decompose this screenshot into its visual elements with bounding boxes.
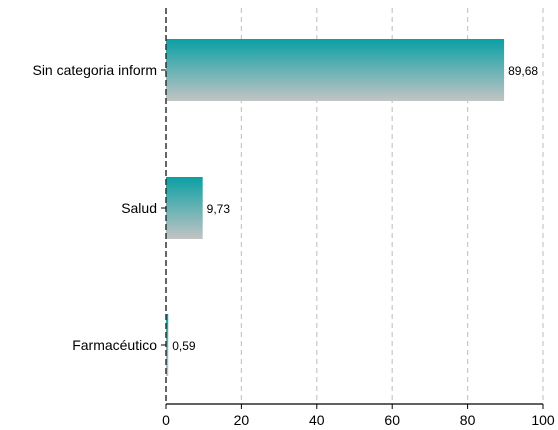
category-label-1: Salud	[121, 200, 157, 216]
x-tick-label-60: 60	[384, 412, 400, 428]
category-label-2: Farmacéutico	[72, 337, 157, 353]
value-label-0: 89,68	[508, 64, 538, 78]
bar-1	[166, 177, 203, 239]
x-tick-label-40: 40	[309, 412, 325, 428]
labels: 0 20 40 60 80 100 Sin categoria inform Salud Far…	[32, 62, 554, 428]
x-tick-label-100: 100	[531, 412, 555, 428]
value-label-1: 9,73	[207, 202, 231, 216]
value-label-2: 0,59	[172, 339, 196, 353]
x-tick-label-0: 0	[162, 412, 170, 428]
x-tick-label-20: 20	[234, 412, 250, 428]
bar-0	[166, 39, 504, 101]
category-label-0: Sin categoria inform	[32, 62, 157, 78]
x-tick-label-80: 80	[460, 412, 476, 428]
